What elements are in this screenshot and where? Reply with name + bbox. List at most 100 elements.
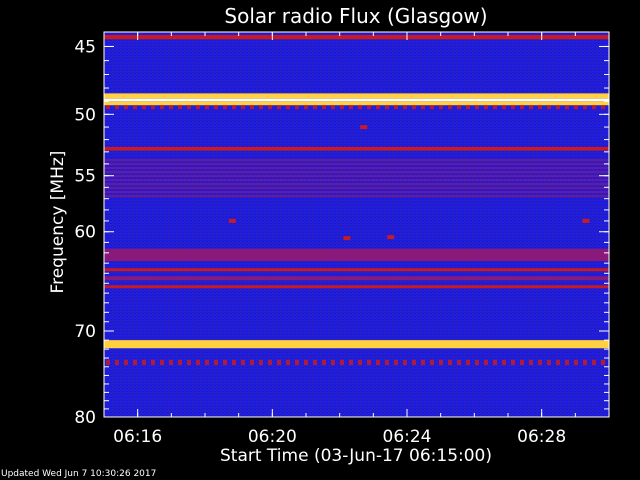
band-dot [196,359,200,366]
band-dot [322,105,326,110]
time-column [401,32,403,417]
time-column [509,32,511,417]
band-dot [340,359,344,366]
band-dot [430,359,434,366]
band-dot [376,359,380,366]
band-dot [538,359,542,366]
time-column [473,32,475,417]
band-dot [385,359,389,366]
time-column [518,32,520,417]
band-dot [205,359,209,366]
band-dot [511,105,515,110]
time-column [158,32,160,417]
band-dot [601,359,605,366]
band-dot [574,105,578,110]
band-dot [304,359,308,366]
band-dot [556,105,560,110]
y-axis: 45 50 55 60 70 80 [74,37,609,428]
band-dot [466,105,470,110]
time-column [257,32,259,417]
band-dot [205,105,209,110]
band-dot [358,359,362,366]
band-dot [520,105,524,110]
band-dot [529,105,533,110]
updated-timestamp: Updated Wed Jun 7 10:30:26 2017 [1,469,157,479]
time-column [491,32,493,417]
band-dot [493,105,497,110]
frequency-band [104,93,609,99]
burst-mark [228,218,236,223]
band-dot [286,359,290,366]
band-dot [187,359,191,366]
band-dot [475,359,479,366]
time-column [383,32,385,417]
time-column [320,32,322,417]
band-dot [331,359,335,366]
band-dot [124,105,128,110]
frequency-band-stripe [104,179,609,182]
band-dot [583,359,587,366]
band-dot [187,105,191,110]
time-column [410,32,412,417]
time-column [149,32,151,417]
time-column [230,32,232,417]
frequency-band [104,248,609,262]
time-column [131,32,133,417]
frequency-band-stripe [104,183,609,186]
band-dot [421,359,425,366]
band-dot [349,105,353,110]
time-column [365,32,367,417]
frequency-band-stripe [104,195,609,198]
band-dot [547,105,551,110]
y-tick-label: 50 [74,105,96,125]
band-dot [160,359,164,366]
band-dot [250,105,254,110]
band-dot [502,359,506,366]
band-dot [340,105,344,110]
time-column [167,32,169,417]
time-column [455,32,457,417]
band-dot [376,105,380,110]
time-column [392,32,394,417]
band-dot [241,359,245,366]
x-tick-label: 06:20 [248,427,297,447]
frequency-band-stripe [104,171,609,174]
band-dot [385,105,389,110]
band-dot [223,105,227,110]
time-column [203,32,205,417]
time-column [590,32,592,417]
time-column [302,32,304,417]
band-dot [430,105,434,110]
band-dot [259,105,263,110]
frequency-band [104,268,609,272]
plot-area [103,31,610,418]
band-dot [232,359,236,366]
frequency-band [104,146,609,151]
band-dot [151,359,155,366]
time-column [212,32,214,417]
band-dot [457,105,461,110]
band-dot [493,359,497,366]
band-dot [448,105,452,110]
band-dot [115,105,119,110]
time-column [122,32,124,417]
band-dot [367,105,371,110]
time-column [581,32,583,417]
time-column [446,32,448,417]
frequency-band [104,34,609,40]
time-column [527,32,529,417]
frequency-band [104,101,609,106]
band-dot [124,359,128,366]
y-axis-label: Frequency [MHz] [48,151,68,294]
band-dot [394,359,398,366]
band-dot [268,105,272,110]
frequency-band [104,340,609,349]
burst-mark [582,218,590,223]
time-column [284,32,286,417]
band-dot [547,359,551,366]
band-dot [115,359,119,366]
band-dot [592,105,596,110]
time-column [275,32,277,417]
time-column [347,32,349,417]
band-dot [178,359,182,366]
